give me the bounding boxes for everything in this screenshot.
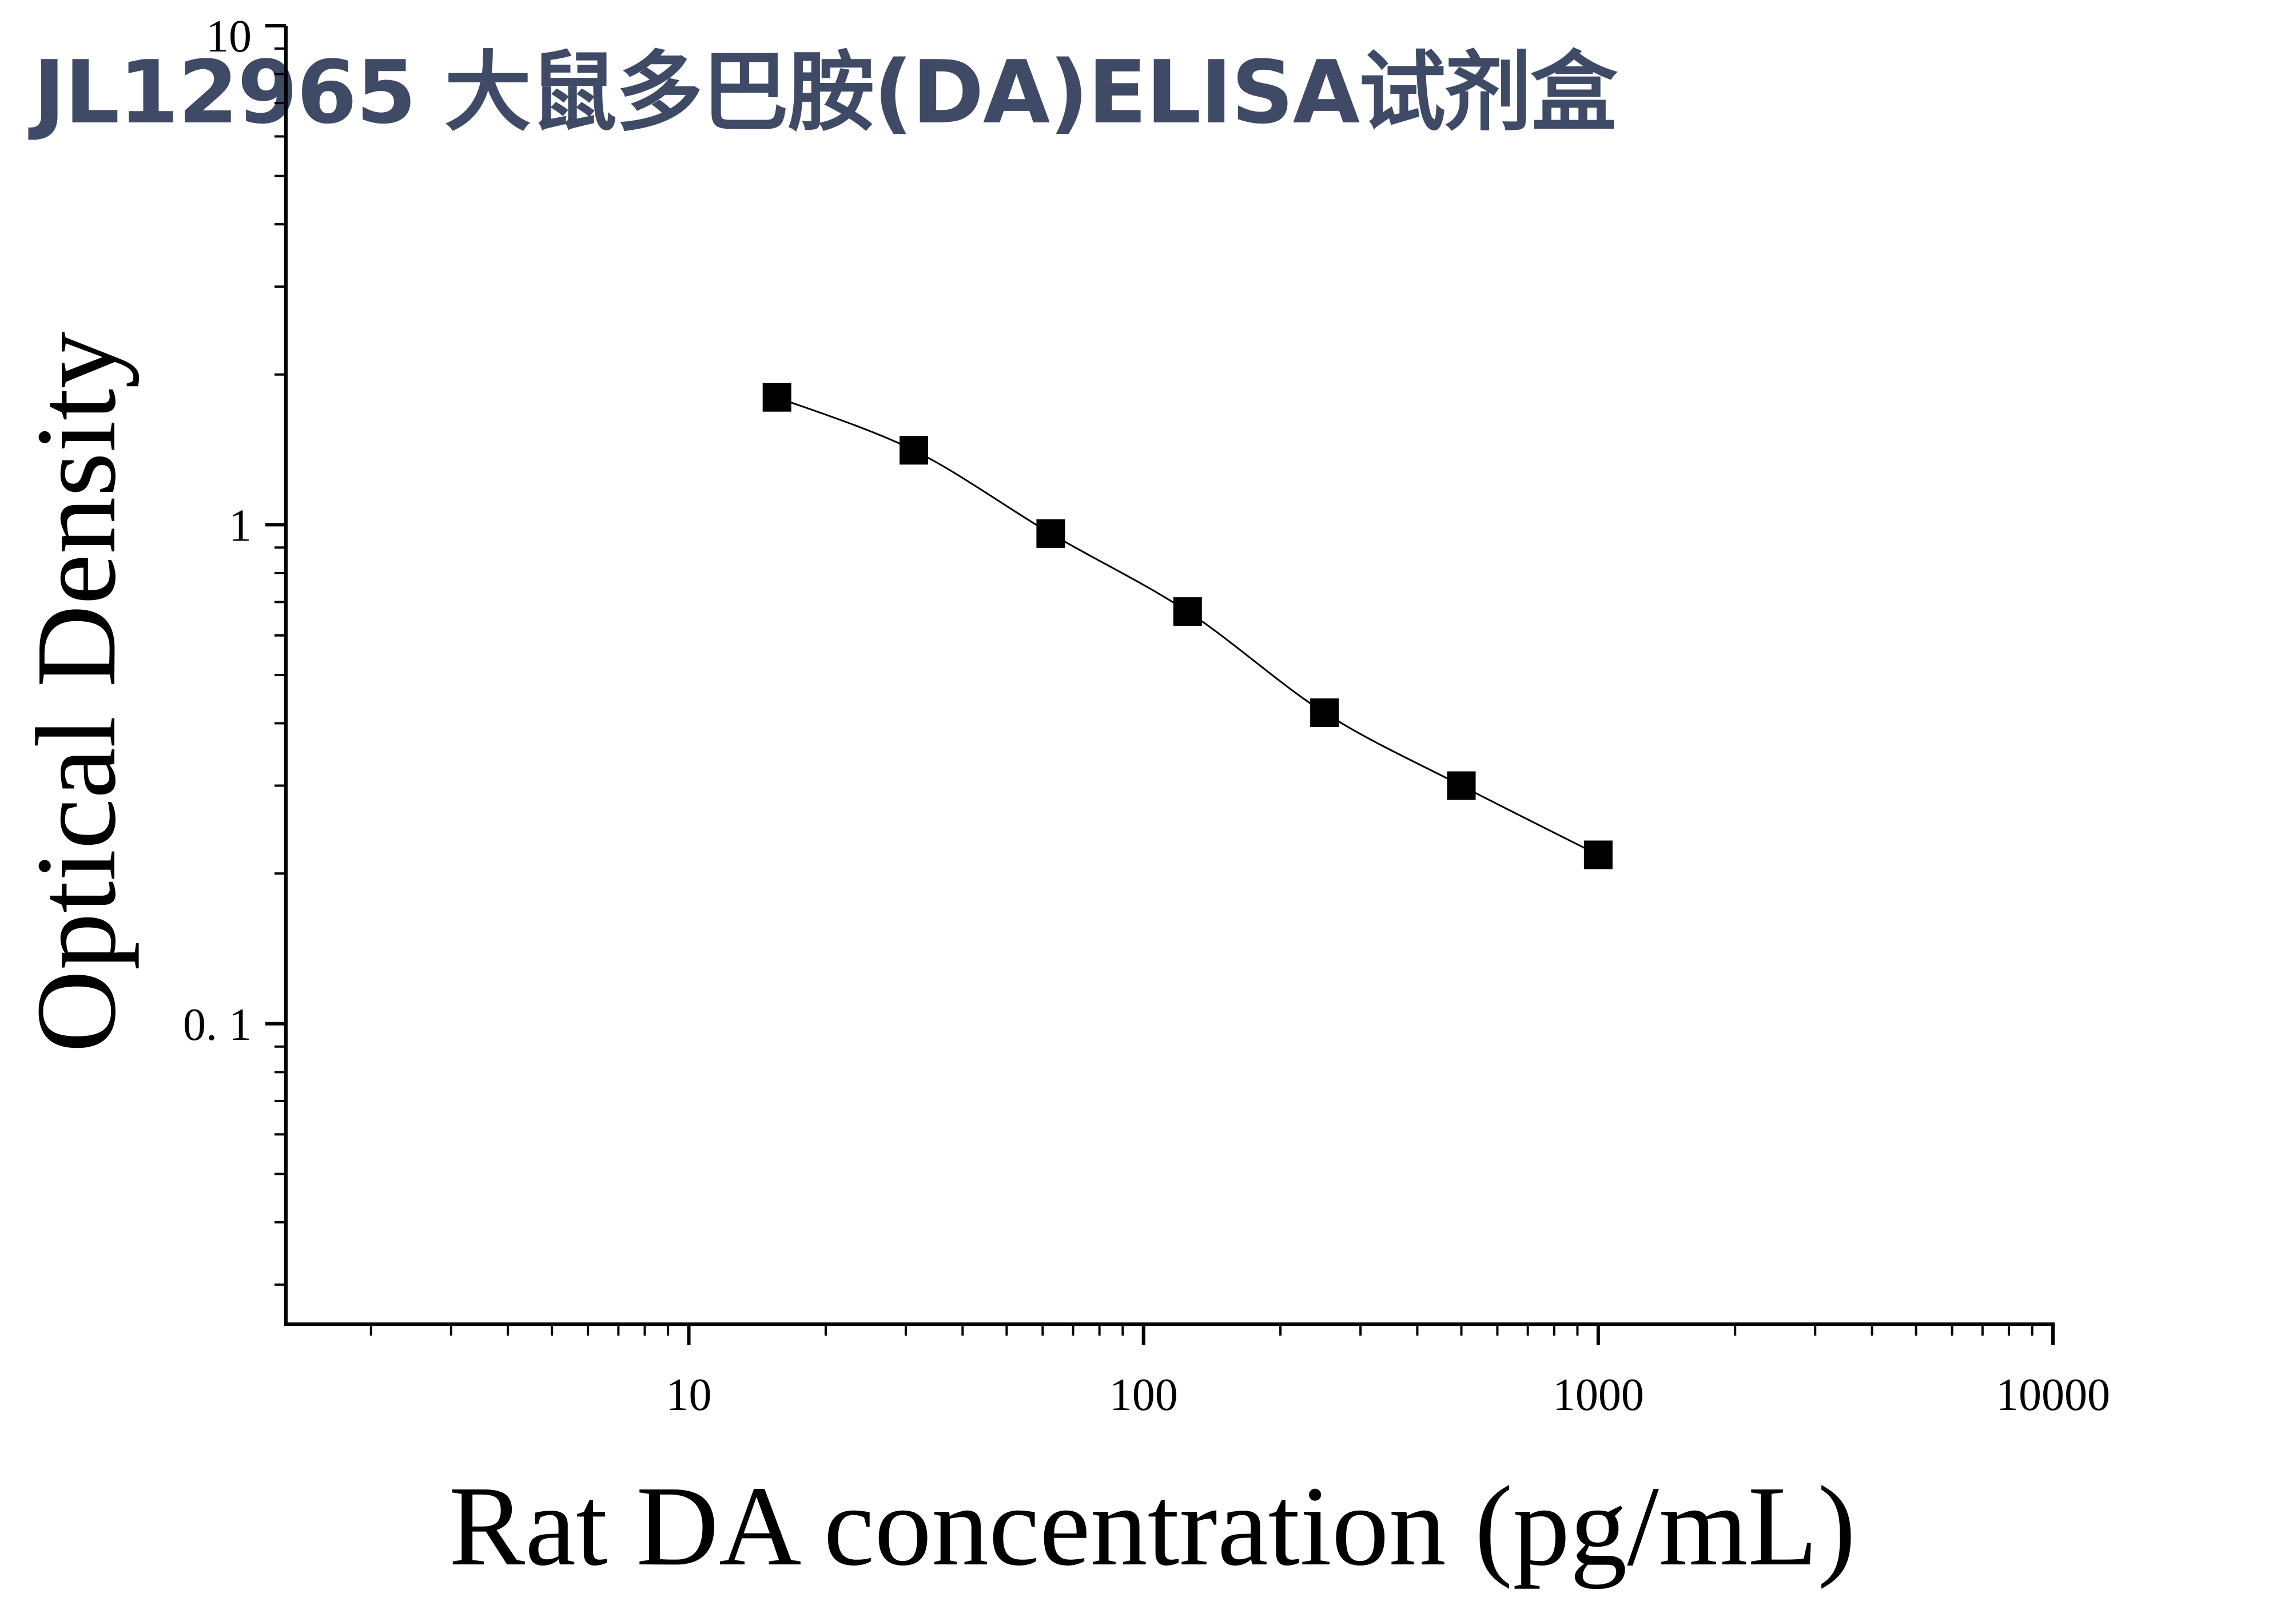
data-point-marker <box>1583 840 1613 869</box>
axes <box>284 26 2055 1326</box>
y-tick-label: 1 <box>229 500 252 551</box>
y-tick-label: 10 <box>206 11 252 62</box>
x-tick-label: 10 <box>666 1370 712 1420</box>
data-point-marker <box>1447 771 1476 800</box>
data-point-marker <box>1173 597 1202 626</box>
y-tick-label: 0. 1 <box>183 1000 252 1050</box>
x-tick-label: 100 <box>1109 1370 1178 1420</box>
tick-labels: 10 100 1000 10000 0. 1 1 10 <box>183 11 2110 1420</box>
data-point-marker <box>762 383 791 412</box>
data-point-marker <box>900 436 929 465</box>
data-point-marker <box>1310 698 1339 728</box>
x-tick-label: 10000 <box>1996 1370 2110 1420</box>
chart-title: JL12965 大鼠多巴胺(DA)ELISA试剂盒 <box>33 42 1617 143</box>
x-axis-label: Rat DA concentration (pg/mL) <box>449 1463 1856 1590</box>
y-axis-label: Optical Density <box>13 332 140 1053</box>
data-point-marker <box>1036 519 1065 548</box>
tick-marks <box>265 24 2055 1345</box>
data-points <box>762 383 1613 869</box>
x-tick-label: 1000 <box>1553 1370 1644 1420</box>
